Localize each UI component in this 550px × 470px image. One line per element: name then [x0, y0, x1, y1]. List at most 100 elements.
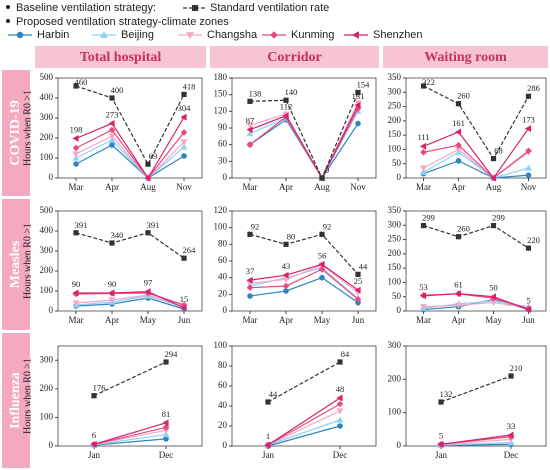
x-tick-label: Mar [243, 315, 258, 325]
marker [145, 230, 151, 236]
marker [508, 373, 514, 379]
data-label: 260 [457, 91, 470, 101]
series-line [75, 292, 185, 306]
marker [72, 300, 80, 307]
marker [163, 359, 169, 365]
y-tick-label: 0 [49, 172, 54, 182]
marker [454, 290, 462, 298]
marker [109, 240, 115, 246]
row-header-bg [2, 70, 30, 196]
y-tick-label: 100 [40, 411, 54, 421]
series-line [93, 433, 167, 446]
marker [270, 31, 278, 39]
data-label: 92 [323, 221, 332, 231]
marker [246, 122, 254, 129]
x-tick-label: Nov [350, 182, 366, 192]
series-line [440, 442, 512, 446]
series-line [249, 104, 359, 180]
y-tick-label: 0 [223, 172, 228, 182]
data-label: 173 [522, 115, 535, 125]
marker [524, 306, 532, 314]
marker [109, 95, 115, 101]
series-line [423, 301, 529, 309]
y-tick-label: 60 [218, 380, 228, 390]
series-line [267, 410, 341, 446]
y-tick-label: 150 [388, 262, 402, 272]
marker [420, 83, 427, 89]
legend-label: Kunming [291, 29, 334, 41]
series-line [249, 263, 359, 291]
marker [489, 293, 497, 301]
y-tick-label: 200 [40, 265, 54, 275]
data-label: 48 [336, 384, 345, 394]
y-tick-label: 120 [214, 105, 228, 115]
data-label: 286 [527, 83, 540, 93]
marker [283, 97, 289, 103]
series-line [267, 425, 341, 447]
series-line [249, 111, 359, 180]
x-tick-label: Jan [262, 450, 274, 460]
series-line [423, 85, 530, 160]
marker [72, 289, 79, 297]
marker [337, 423, 343, 429]
marker [355, 120, 361, 127]
data-label: 264 [183, 245, 197, 255]
marker [524, 125, 532, 133]
plot-frame [405, 210, 547, 312]
y-tick-label: 100 [40, 152, 54, 162]
data-label: 84 [341, 349, 350, 359]
column-header-bg [383, 46, 548, 68]
marker [186, 32, 194, 40]
marker [265, 399, 271, 405]
y-tick-label: 90 [218, 122, 228, 132]
series-line [249, 233, 359, 275]
series-line [423, 128, 529, 180]
data-label: 198 [70, 124, 83, 134]
column-header: Total hospital [80, 50, 162, 65]
data-label: 460 [75, 77, 88, 87]
marker [354, 296, 362, 303]
marker [420, 165, 427, 172]
y-tick-label: 300 [40, 354, 54, 364]
x-tick-label: Apr [452, 182, 466, 192]
legend-label: Standard ventilation rate [210, 2, 329, 14]
x-tick-label: Apr [279, 315, 293, 325]
y-tick-label: 50 [392, 158, 402, 168]
plot-frame [57, 210, 203, 312]
plot-frame [57, 345, 203, 447]
data-label: 90 [108, 279, 117, 289]
marker [163, 436, 169, 442]
data-label: 391 [75, 220, 88, 230]
marker [336, 408, 344, 415]
data-label: 140 [285, 87, 298, 97]
series-line [249, 276, 359, 304]
marker [354, 101, 361, 109]
data-label: 131 [352, 91, 365, 101]
y-tick-label: 200 [388, 248, 402, 258]
y-tick-label: 60 [218, 255, 228, 265]
marker [162, 419, 169, 427]
series-line [93, 429, 167, 446]
marker [355, 89, 361, 96]
marker [247, 98, 253, 104]
marker [144, 174, 151, 182]
data-label: 69 [149, 151, 158, 161]
legend-label: Beijing [121, 29, 154, 41]
marker [246, 141, 254, 148]
x-tick-label: Dec [504, 450, 519, 460]
marker [162, 430, 170, 438]
series-line [423, 151, 529, 179]
marker [72, 134, 79, 142]
series-line [249, 108, 359, 180]
y-axis-label: Hours when R0 >1 [22, 223, 33, 299]
y-tick-label: 300 [40, 112, 54, 122]
row-header-bg [2, 333, 30, 468]
data-label: 111 [417, 132, 429, 142]
marker [490, 155, 497, 162]
data-label: 5 [439, 430, 443, 440]
plot-frame [231, 345, 377, 447]
marker [108, 133, 116, 140]
x-tick-label: Mar [243, 182, 258, 192]
y-tick-label: 100 [214, 340, 228, 350]
y-tick-label: 250 [388, 234, 402, 244]
